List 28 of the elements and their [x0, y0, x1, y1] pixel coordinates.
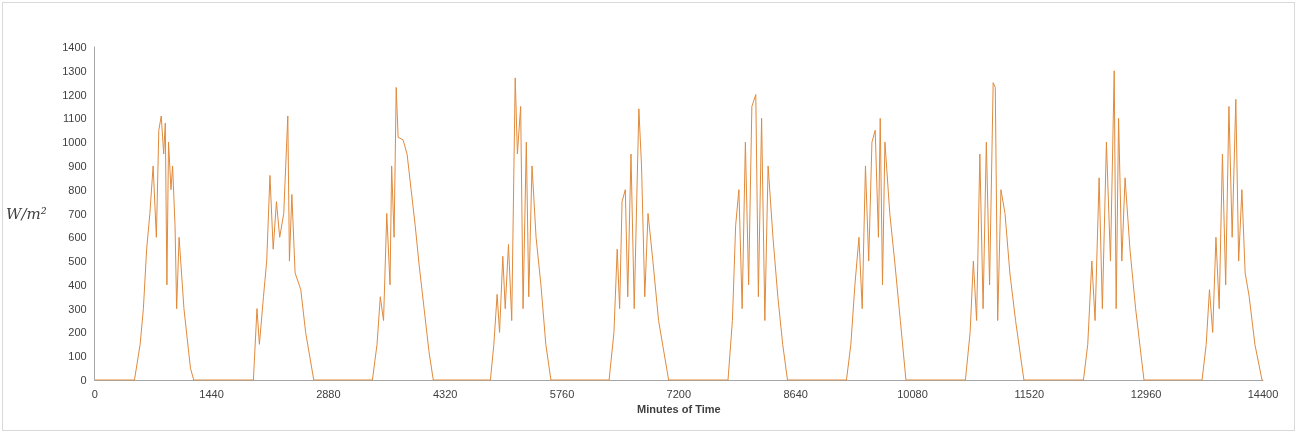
y-tick-label: 600 — [68, 231, 87, 244]
x-tick-label: 7200 — [666, 387, 692, 400]
y-tick-label: 1300 — [62, 64, 87, 77]
x-tick-label: 10080 — [897, 387, 928, 400]
x-tick-label: 1440 — [199, 387, 224, 400]
x-tick-label: 12960 — [1130, 387, 1162, 400]
x-axis-title: Minutes of Time — [637, 403, 721, 416]
y-axis-title: W/m² — [5, 204, 47, 223]
y-tick-label: 1100 — [63, 112, 87, 125]
y-tick-label: 100 — [68, 350, 87, 363]
x-tick-label: 4320 — [432, 387, 458, 400]
y-tick-label: 200 — [68, 326, 87, 339]
y-tick-label: 0 — [80, 374, 87, 386]
y-tick-label: 500 — [68, 255, 87, 268]
y-tick-label: 800 — [68, 183, 87, 196]
y-tick-label: 900 — [68, 159, 87, 172]
x-tick-label: 2880 — [316, 387, 341, 400]
y-tick-label: 1000 — [62, 136, 87, 149]
x-tick-label: 0 — [91, 387, 98, 400]
y-tick-label: 1200 — [62, 88, 87, 101]
y-tick-label: 700 — [68, 207, 87, 220]
x-tick-label: 5760 — [549, 387, 575, 400]
y-tick-label: 400 — [68, 278, 87, 291]
y-tick-label: 300 — [68, 302, 87, 315]
x-tick-label: 11520 — [1014, 387, 1045, 400]
x-tick-label: 14400 — [1247, 387, 1279, 400]
y-tick-label: 1400 — [62, 41, 87, 53]
x-tick-label: 8640 — [783, 387, 808, 400]
